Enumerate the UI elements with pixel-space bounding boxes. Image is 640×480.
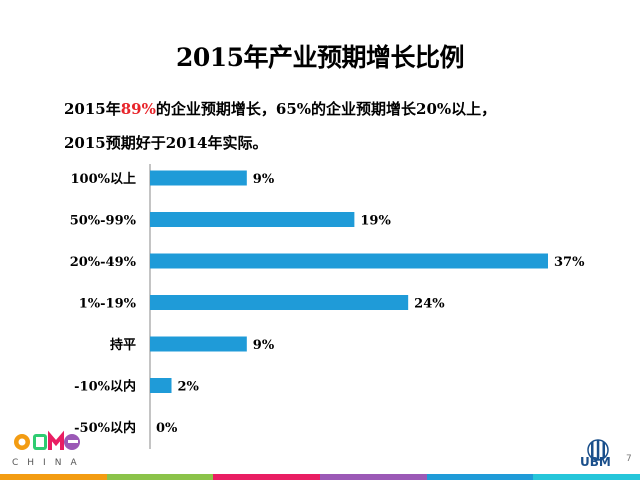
ubm-logo-text: UBM [580,455,611,469]
value-label: 0% [156,421,178,436]
category-label: 1%-19% [79,297,137,312]
value-label: 19% [360,214,391,229]
subtitle-line-1: 2015年89%的企业预期增长，65%的企业预期增长20%以上， [64,92,624,126]
bar [150,295,409,310]
cbme-logo-subtext: CHINA [12,458,86,468]
subtitle-rest: 的企业预期增长，65%的企业预期增长20%以上， [155,100,497,118]
subtitle-line-2: 2015预期好于2014年实际。 [64,134,268,152]
bar [150,212,355,227]
value-label: 24% [414,297,445,312]
value-label: 37% [554,255,585,270]
category-label: 100%以上 [71,172,137,187]
category-label: 20%-49% [70,255,137,270]
bar [150,336,247,352]
category-label: 50%-99% [70,214,137,229]
value-label: 9% [253,172,275,187]
cbme-logo-icon [14,430,80,450]
ubm-globe-icon [587,439,609,461]
subtitle-highlight: 89% [120,100,156,118]
footer-color-bar [0,474,640,480]
bar [150,253,548,269]
slide-title: 2015年产业预期增长比例 [175,43,465,72]
bar [150,378,172,393]
slide-subtitle: 2015年89%的企业预期增长，65%的企业预期增长20%以上， 2015预期好… [64,92,624,160]
bar [150,170,247,186]
page-number: 7 [626,454,632,464]
value-label: 9% [253,338,275,353]
value-label: 2% [178,380,200,395]
category-label: 持平 [110,337,136,353]
category-label: -50%以内 [74,420,136,436]
category-label: -10%以内 [74,379,136,395]
subtitle-year: 2015年 [64,100,121,118]
